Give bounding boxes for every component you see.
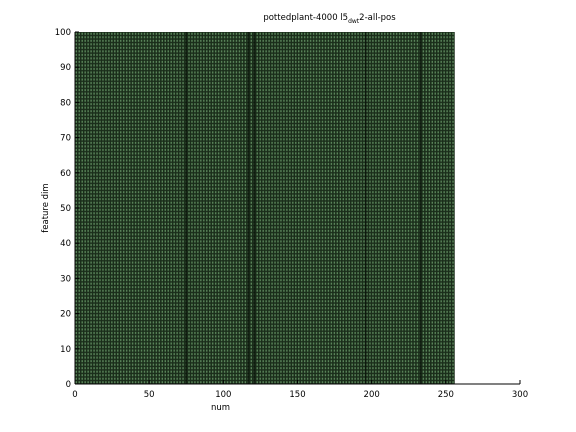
x-tick-label: 200 xyxy=(364,390,380,400)
x-tick-label: 300 xyxy=(512,390,528,400)
x-axis-label: num xyxy=(211,403,230,413)
heatmap-cells xyxy=(75,32,455,384)
chart-title: pottedplant-4000 l5dwt2-all-pos xyxy=(263,13,396,25)
heatmap-dark-column xyxy=(185,32,188,384)
y-tick-label: 100 xyxy=(55,28,71,38)
x-tick-label: 150 xyxy=(289,390,305,400)
heatmap-dark-column xyxy=(364,32,367,384)
axes: 0 50 100 150 200 250 300 0 10 20 30 40 50 60 70 80 90 100 xyxy=(55,28,528,400)
y-tick-label: 70 xyxy=(60,134,71,144)
y-tick-label: 0 xyxy=(66,380,71,390)
y-tick-label: 10 xyxy=(60,345,71,355)
heatmap-dark-column xyxy=(253,32,256,384)
heatmap-dark-column xyxy=(419,32,422,384)
x-tick-label: 50 xyxy=(144,390,155,400)
x-tick-label: 0 xyxy=(72,390,77,400)
x-tick-label: 250 xyxy=(438,390,454,400)
y-axis-label: feature dim xyxy=(41,183,51,232)
title-suffix: 2-all-pos xyxy=(359,13,396,23)
title-prefix: pottedplant-4000 l5 xyxy=(263,13,348,23)
y-tick-label: 80 xyxy=(60,98,71,108)
x-tick-label: 100 xyxy=(215,390,231,400)
y-tick-label: 60 xyxy=(60,169,71,179)
y-tick-label: 50 xyxy=(60,204,71,214)
y-tick-label: 40 xyxy=(60,239,71,249)
heatmap-plot xyxy=(75,32,455,384)
y-tick-label: 30 xyxy=(60,274,71,284)
y-tick-label: 20 xyxy=(60,310,71,320)
title-subscript: dwt xyxy=(348,18,360,25)
heatmap-dark-column xyxy=(247,32,250,384)
y-tick-label: 90 xyxy=(60,63,71,73)
